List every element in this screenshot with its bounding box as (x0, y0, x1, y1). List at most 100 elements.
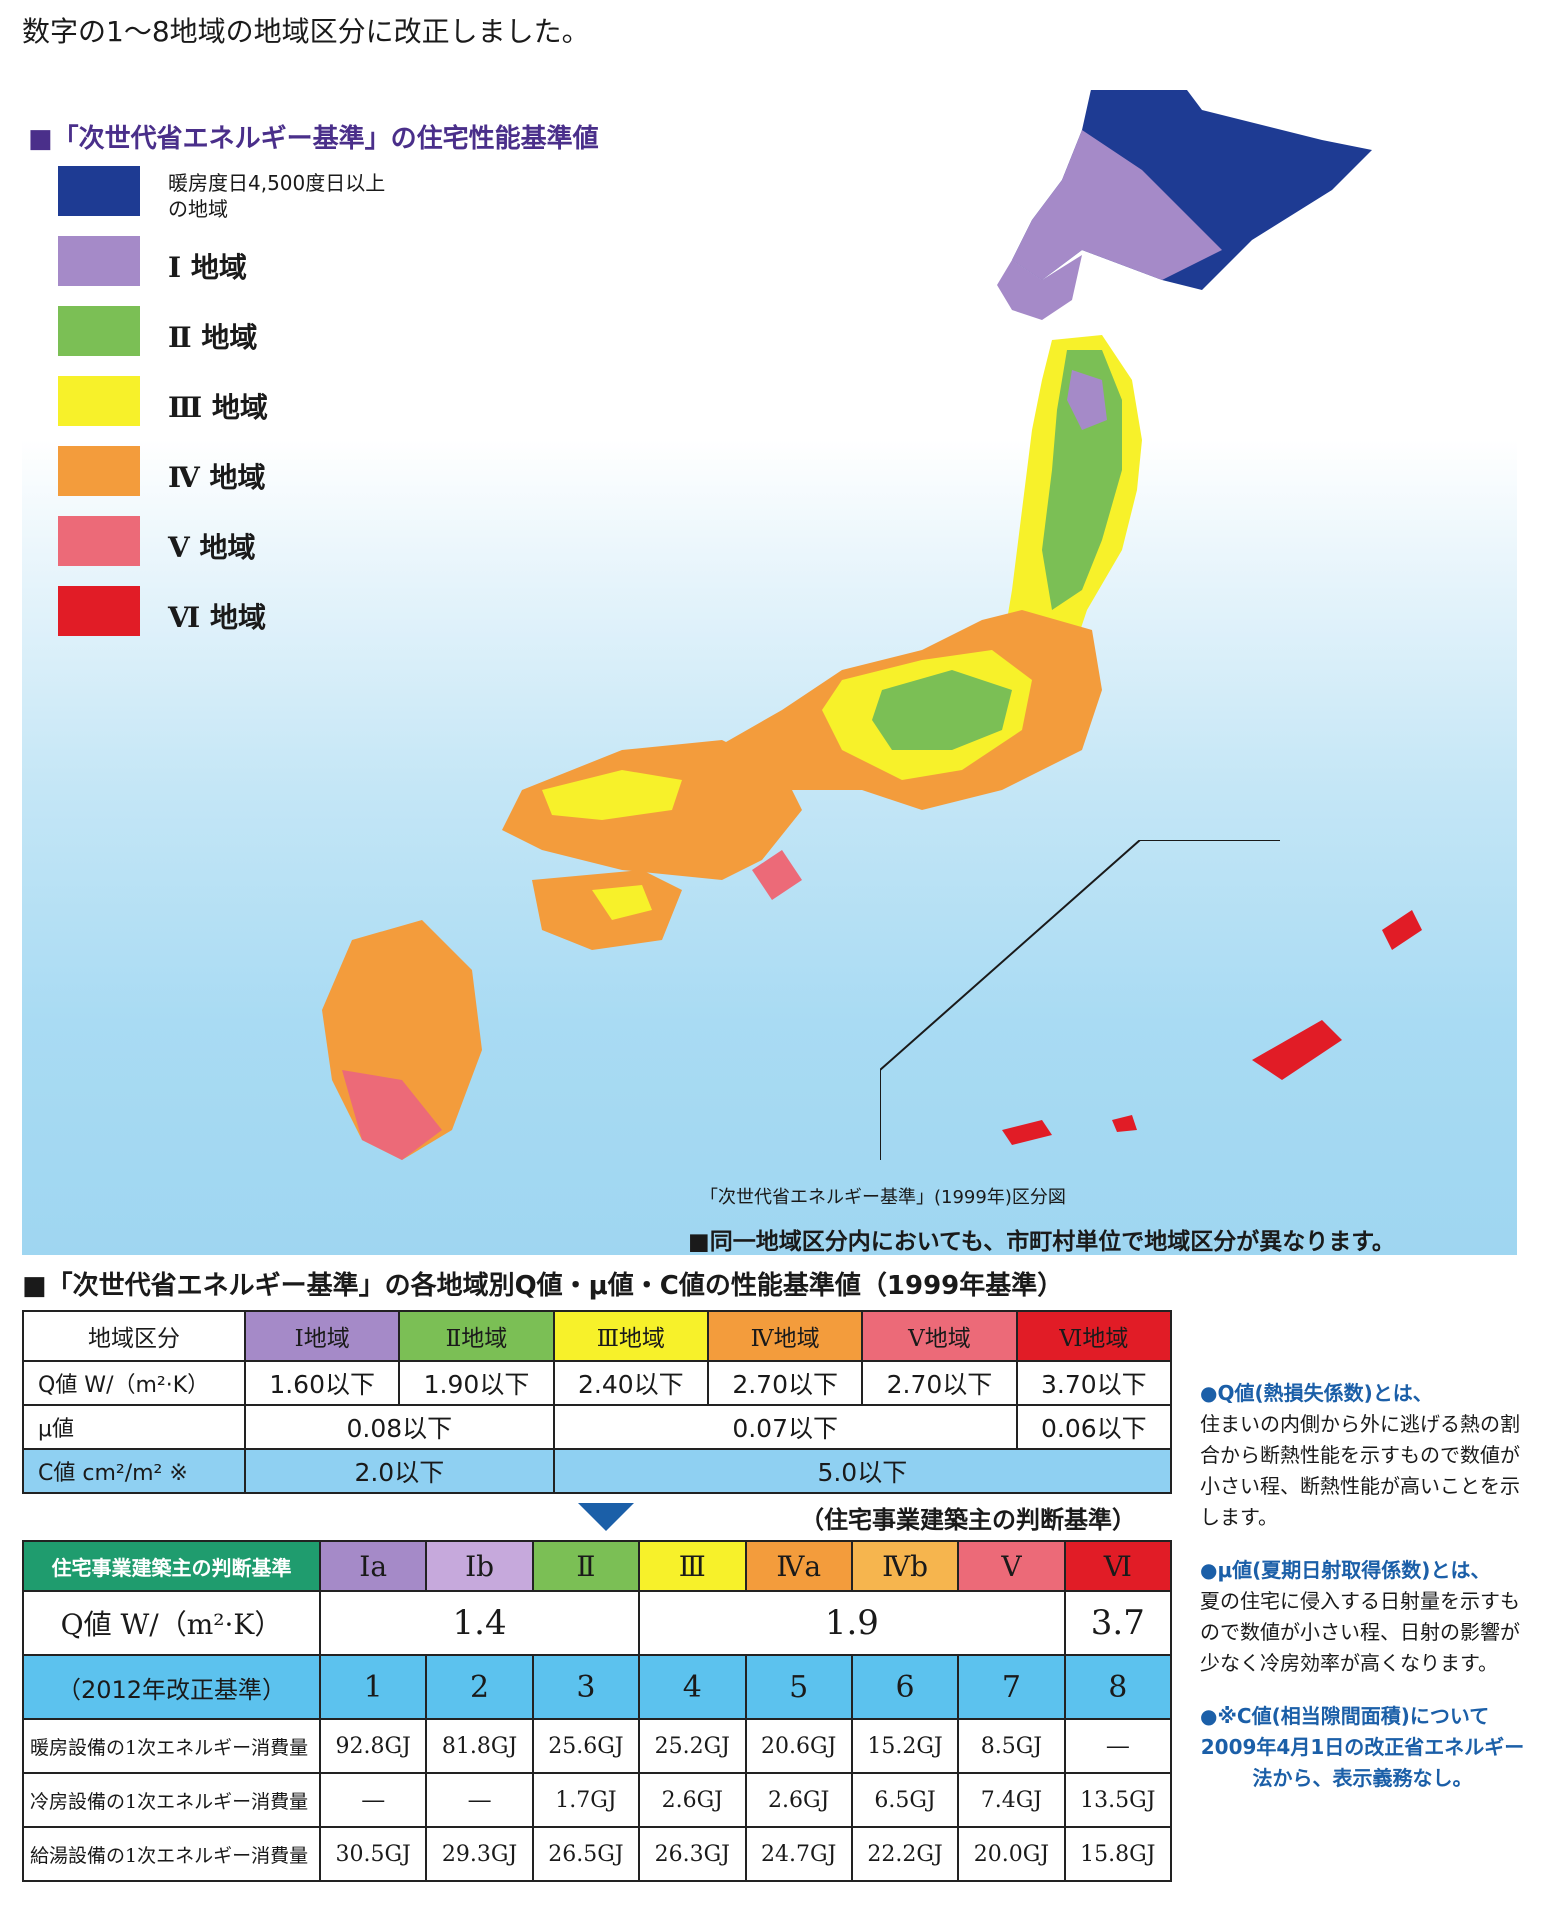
table-cell: 22.2GJ (850, 1826, 960, 1882)
legend-swatch (58, 166, 140, 216)
table-cell: 92.8GJ (318, 1718, 428, 1774)
table-cell: 2 (425, 1654, 534, 1720)
table-cell: 1.90以下 (398, 1360, 555, 1406)
table-row: Q値 W/（m²·K） 1.4 1.9 3.7 (22, 1590, 1173, 1656)
legend-label: Ⅰ 地域 (168, 251, 247, 284)
legend-item-zone4: Ⅳ 地域 (58, 446, 328, 500)
table1-title: ■「次世代省エネルギー基準」の各地域別Q値・μ値・C値の性能基準値（1999年基… (22, 1271, 1064, 1301)
table-cell: 0.08以下 (244, 1404, 555, 1450)
table-row: 暖房設備の1次エネルギー消費量 92.8GJ 81.8GJ 25.6GJ 25.… (22, 1718, 1173, 1774)
table-cell: 2.0以下 (244, 1448, 555, 1494)
legend-swatch (58, 236, 140, 286)
note-body: 2009年4月1日の改正省エネルギー法から、表示義務なし。 (1200, 1735, 1525, 1790)
legend-label: Ⅱ 地域 (168, 321, 258, 354)
table-cell: 7 (957, 1654, 1066, 1720)
table-row: 給湯設備の1次エネルギー消費量 30.5GJ 29.3GJ 26.5GJ 26.… (22, 1826, 1173, 1882)
table-cell: 15.2GJ (850, 1718, 960, 1774)
table-header-cell: Ⅵ (1063, 1540, 1173, 1592)
side-notes: ●Q値(熱損失係数)とは、 住まいの内側から外に逃げる熱の割合から断熱性能を示す… (1200, 1378, 1525, 1816)
table-cell: 26.5GJ (531, 1826, 641, 1882)
table-cell: 3.7 (1063, 1590, 1173, 1656)
table-cell: 3.70以下 (1015, 1360, 1173, 1406)
page-header: 数字の1～8地域の地域区分に改正しました。 (22, 15, 590, 48)
table-header-cell: Ⅳa (744, 1540, 853, 1592)
table-header-cell: 地域区分 (22, 1310, 246, 1362)
table-row: 住宅事業建築主の判断基準 Ⅰa Ⅰb Ⅱ Ⅲ Ⅳa Ⅳb Ⅴ Ⅵ (22, 1540, 1173, 1592)
map-islands-sakishima2 (1112, 1115, 1137, 1132)
table-header-cell: Ⅲ (638, 1540, 747, 1592)
table-cell: 20.0GJ (957, 1826, 1066, 1882)
zone-map-panel (22, 30, 1517, 1255)
table-cell: 29.3GJ (425, 1826, 534, 1882)
table-cell: 25.2GJ (638, 1718, 747, 1774)
table-cell: ― (1063, 1718, 1173, 1774)
table-cell: 6.5GJ (850, 1772, 960, 1828)
table-cell: 2.70以下 (861, 1360, 1018, 1406)
table-2012-standards: 住宅事業建築主の判断基準 Ⅰa Ⅰb Ⅱ Ⅲ Ⅳa Ⅳb Ⅴ Ⅵ Q値 W/（m… (22, 1540, 1173, 1882)
table-cell: ― (425, 1772, 534, 1828)
table-row: μ値 0.08以下 0.07以下 0.06以下 (22, 1404, 1173, 1450)
table-cell: 20.6GJ (744, 1718, 853, 1774)
row-label: μ値 (22, 1404, 246, 1450)
map-kyushu-south (342, 1070, 442, 1160)
map-islands-okinawa (1382, 910, 1422, 950)
row-label: C値 cm²/m² ※ (22, 1448, 246, 1494)
table-cell: 1.60以下 (243, 1360, 401, 1406)
table-cell: 2.70以下 (706, 1360, 864, 1406)
table-cell: 4 (638, 1654, 747, 1720)
table-cell: 1.7GJ (531, 1772, 641, 1828)
table-cell: 81.8GJ (425, 1718, 534, 1774)
arrow-note: （住宅事業建築主の判断基準） (800, 1506, 1136, 1534)
map-shikoku-yellow (592, 885, 652, 920)
table-cell: 1 (318, 1654, 428, 1720)
note-c-value: ●※C値(相当隙間面積)について 2009年4月1日の改正省エネルギー法から、表… (1200, 1701, 1525, 1794)
legend-item-zone3: Ⅲ 地域 (58, 376, 328, 430)
table-row: （2012年改正基準） 1 2 3 4 5 6 7 8 (22, 1654, 1173, 1720)
note-heading: ●Q値(熱損失係数)とは、 (1200, 1381, 1433, 1405)
table-row: Q値 W/（m²·K） 1.60以下 1.90以下 2.40以下 2.70以下 … (22, 1360, 1173, 1406)
legend-label: Ⅳ 地域 (168, 461, 266, 494)
map-hokkaido-zone1 (1012, 130, 1222, 280)
row-label: 暖房設備の1次エネルギー消費量 (22, 1718, 321, 1774)
legend-label: Ⅴ 地域 (168, 531, 256, 564)
inset-divider-line (880, 840, 1280, 1160)
legend-item-zone2: Ⅱ 地域 (58, 306, 328, 360)
legend-label: Ⅲ 地域 (168, 391, 268, 424)
map-note: ■同一地域区分内においても、市町村単位で地域区分が異なります。 (688, 1229, 1395, 1255)
japan-zone-map (322, 30, 1422, 1160)
legend-swatch (58, 516, 140, 566)
table-header-cell: Ⅰb (425, 1540, 534, 1592)
table-cell: 3 (531, 1654, 641, 1720)
down-arrow-icon (578, 1503, 634, 1531)
table-cell: 30.5GJ (318, 1826, 428, 1882)
map-caption: 「次世代省エネルギー基準」(1999年)区分図 (700, 1187, 1066, 1208)
table-header-cell: Ⅱ地域 (398, 1310, 555, 1362)
table-header-cell: Ⅳ地域 (706, 1310, 864, 1362)
legend-item-zone5: Ⅴ 地域 (58, 516, 328, 570)
table-row: C値 cm²/m² ※ 2.0以下 5.0以下 (22, 1448, 1173, 1494)
table-header-cell: Ⅵ地域 (1015, 1310, 1173, 1362)
table-cell: 1.9 (638, 1590, 1066, 1656)
legend-swatch (58, 306, 140, 356)
table-cell: ― (318, 1772, 428, 1828)
table-cell: 2.6GJ (744, 1772, 853, 1828)
map-honshu-west-yellow (542, 770, 682, 820)
map-hokkaido-south (997, 255, 1082, 320)
table-cell: 15.8GJ (1063, 1826, 1173, 1882)
row-label: Q値 W/（m²·K） (22, 1360, 246, 1406)
table-cell: 24.7GJ (744, 1826, 853, 1882)
legend-title: ■「次世代省エネルギー基準」の住宅性能基準値 (28, 124, 599, 154)
legend-swatch (58, 376, 140, 426)
legend-swatch (58, 586, 140, 636)
table-cell: 2.40以下 (552, 1360, 709, 1406)
map-islands-ryukyu (1252, 1020, 1342, 1080)
row-label: Q値 W/（m²·K） (22, 1590, 321, 1656)
table-header-cell: Ⅴ (957, 1540, 1066, 1592)
legend-item-over4500: 暖房度日4,500度日以上の地域 (58, 166, 385, 221)
legend-item-zone6: Ⅵ 地域 (58, 586, 328, 640)
table-row: 地域区分 Ⅰ地域 Ⅱ地域 Ⅲ地域 Ⅳ地域 Ⅴ地域 Ⅵ地域 (22, 1310, 1173, 1362)
table-header-cell: Ⅴ地域 (861, 1310, 1018, 1362)
table-cell: 6 (850, 1654, 960, 1720)
row-label: 冷房設備の1次エネルギー消費量 (22, 1772, 321, 1828)
table-cell: 8.5GJ (957, 1718, 1066, 1774)
